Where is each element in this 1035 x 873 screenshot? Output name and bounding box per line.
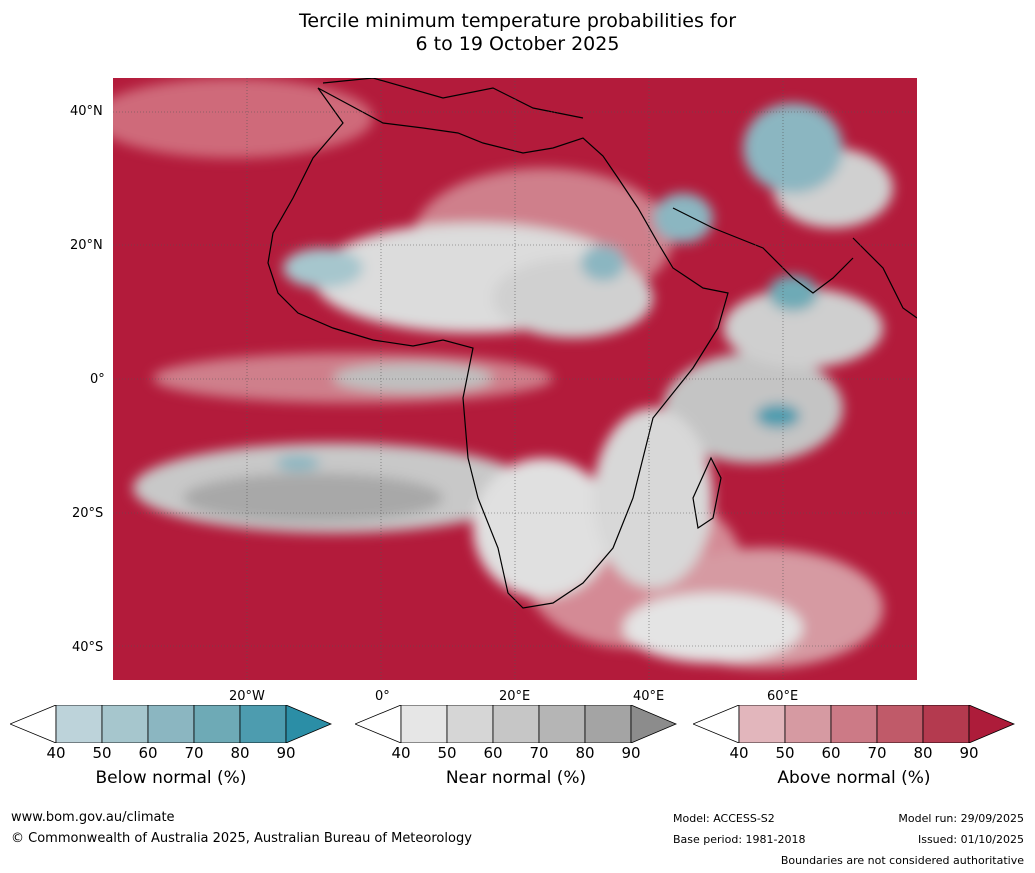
above-normal-label: Above normal (%) <box>777 768 931 788</box>
near-tick-80: 80 <box>575 744 595 762</box>
model-name: Model: ACCESS-S2 <box>673 812 775 825</box>
near-tick-70: 70 <box>529 744 549 762</box>
below-tick-60: 60 <box>138 744 158 762</box>
above-normal-colorbar <box>693 705 1015 743</box>
map-canvas <box>113 78 917 680</box>
lat-label-20n: 20°N <box>70 238 103 253</box>
above-tick-90: 90 <box>959 744 979 762</box>
lon-label-20w: 20°W <box>229 689 265 704</box>
lat-label-20s: 20°S <box>72 506 104 521</box>
above-tick-70: 70 <box>867 744 887 762</box>
below-tick-40: 40 <box>46 744 66 762</box>
below-tick-80: 80 <box>230 744 250 762</box>
below-normal-colorbar <box>10 705 332 743</box>
below-tick-70: 70 <box>184 744 204 762</box>
probability-map <box>113 78 917 680</box>
above-tick-40: 40 <box>729 744 749 762</box>
title-line-1: Tercile minimum temperature probabilitie… <box>298 10 737 32</box>
boundaries-disclaimer: Boundaries are not considered authoritat… <box>780 854 1024 867</box>
lat-label-40n: 40°N <box>70 104 103 119</box>
near-tick-60: 60 <box>483 744 503 762</box>
below-tick-90: 90 <box>276 744 296 762</box>
lat-label-0: 0° <box>90 372 105 387</box>
near-tick-40: 40 <box>391 744 411 762</box>
near-tick-50: 50 <box>437 744 457 762</box>
chart-title: Tercile minimum temperature probabilitie… <box>0 10 1035 56</box>
near-normal-colorbar <box>355 705 677 743</box>
above-tick-60: 60 <box>821 744 841 762</box>
model-run: Model run: 29/09/2025 <box>898 812 1024 825</box>
copyright-text: © Commonwealth of Australia 2025, Austra… <box>11 831 472 846</box>
website-link[interactable]: www.bom.gov.au/climate <box>11 810 175 825</box>
probability-fields <box>113 78 893 668</box>
lon-label-0: 0° <box>375 689 390 704</box>
title-line-2: 6 to 19 October 2025 <box>415 33 620 55</box>
coastlines <box>267 78 917 609</box>
lon-label-60e: 60°E <box>767 689 799 704</box>
above-tick-80: 80 <box>913 744 933 762</box>
issued-date: Issued: 01/10/2025 <box>917 833 1024 846</box>
above-tick-50: 50 <box>775 744 795 762</box>
near-tick-90: 90 <box>621 744 641 762</box>
near-normal-label: Near normal (%) <box>445 768 587 788</box>
below-normal-label: Below normal (%) <box>95 768 247 788</box>
lon-label-40e: 40°E <box>633 689 665 704</box>
base-period: Base period: 1981-2018 <box>673 833 806 846</box>
lat-label-40s: 40°S <box>72 640 104 655</box>
below-tick-50: 50 <box>92 744 112 762</box>
graticule <box>113 78 917 680</box>
lon-label-20e: 20°E <box>499 689 531 704</box>
